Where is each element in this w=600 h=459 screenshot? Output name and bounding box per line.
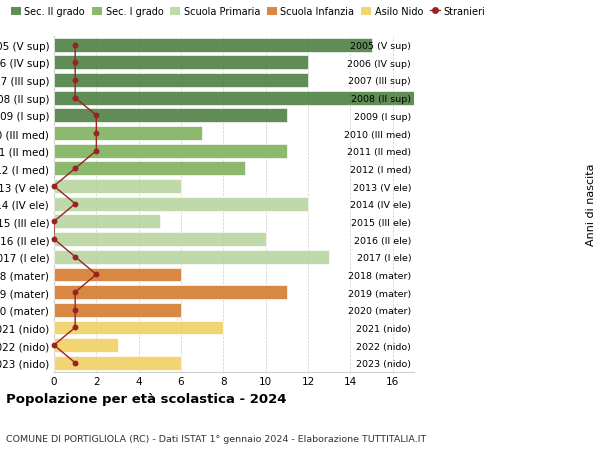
Bar: [54, 127, 202, 140]
Point: [70, 289, 80, 296]
Bar: [54, 338, 118, 352]
Bar: [54, 180, 181, 194]
Bar: [54, 91, 414, 105]
Point: [70, 201, 80, 208]
Bar: [54, 56, 308, 70]
Point: [49, 218, 59, 225]
Bar: [54, 215, 160, 229]
Point: [70, 165, 80, 173]
Point: [49, 341, 59, 349]
Point: [70, 307, 80, 314]
Bar: [54, 162, 245, 176]
Text: COMUNE DI PORTIGLIOLA (RC) - Dati ISTAT 1° gennaio 2024 - Elaborazione TUTTITALI: COMUNE DI PORTIGLIOLA (RC) - Dati ISTAT …: [6, 434, 426, 443]
Point: [49, 236, 59, 243]
Text: Anni di nascita: Anni di nascita: [586, 163, 596, 246]
Point: [70, 60, 80, 67]
Bar: [54, 321, 223, 335]
Bar: [54, 303, 181, 317]
Point: [70, 359, 80, 367]
Point: [92, 130, 101, 137]
Bar: [54, 268, 181, 282]
Bar: [54, 109, 287, 123]
Text: Popolazione per età scolastica - 2024: Popolazione per età scolastica - 2024: [6, 392, 287, 405]
Point: [92, 112, 101, 120]
Bar: [54, 74, 308, 88]
Bar: [54, 197, 308, 211]
Point: [49, 183, 59, 190]
Bar: [54, 233, 266, 246]
Bar: [54, 250, 329, 264]
Bar: [54, 285, 287, 299]
Point: [70, 95, 80, 102]
Bar: [54, 356, 181, 370]
Point: [92, 148, 101, 155]
Point: [70, 324, 80, 331]
Bar: [54, 39, 371, 52]
Legend: Sec. II grado, Sec. I grado, Scuola Primaria, Scuola Infanzia, Asilo Nido, Stran: Sec. II grado, Sec. I grado, Scuola Prim…: [11, 7, 485, 17]
Point: [70, 42, 80, 49]
Point: [70, 253, 80, 261]
Bar: [54, 145, 287, 158]
Point: [70, 77, 80, 84]
Point: [92, 271, 101, 279]
